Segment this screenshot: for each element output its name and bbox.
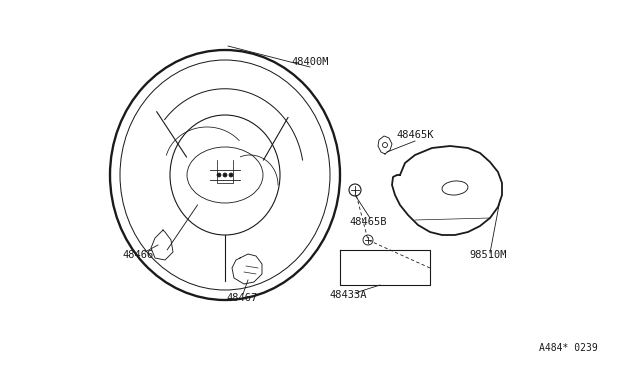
Ellipse shape [229, 173, 233, 177]
Text: 48465K: 48465K [396, 130, 434, 140]
Text: 48465B: 48465B [349, 217, 387, 227]
Text: A484* 0239: A484* 0239 [539, 343, 597, 353]
Text: 48400M: 48400M [291, 57, 329, 67]
Ellipse shape [217, 173, 221, 177]
Text: 48433A: 48433A [329, 290, 367, 300]
Text: 48467: 48467 [227, 293, 258, 303]
Text: 98510M: 98510M [469, 250, 507, 260]
Text: 48466: 48466 [122, 250, 154, 260]
Ellipse shape [223, 173, 227, 177]
